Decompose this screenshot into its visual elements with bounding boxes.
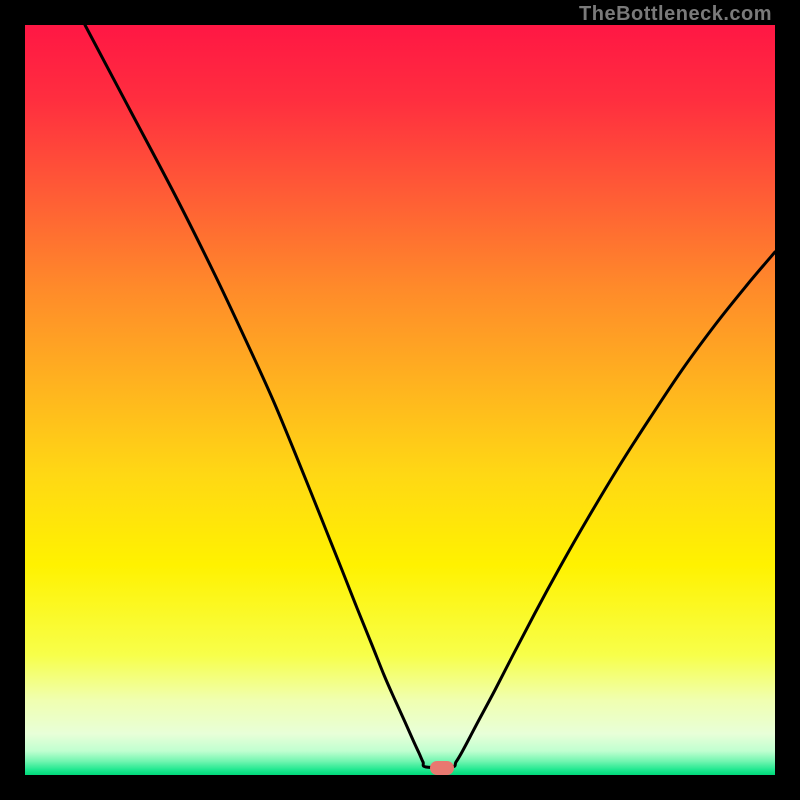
bottleneck-curve-path (85, 25, 775, 768)
bottleneck-curve (0, 0, 800, 800)
optimal-point-marker (430, 761, 454, 775)
